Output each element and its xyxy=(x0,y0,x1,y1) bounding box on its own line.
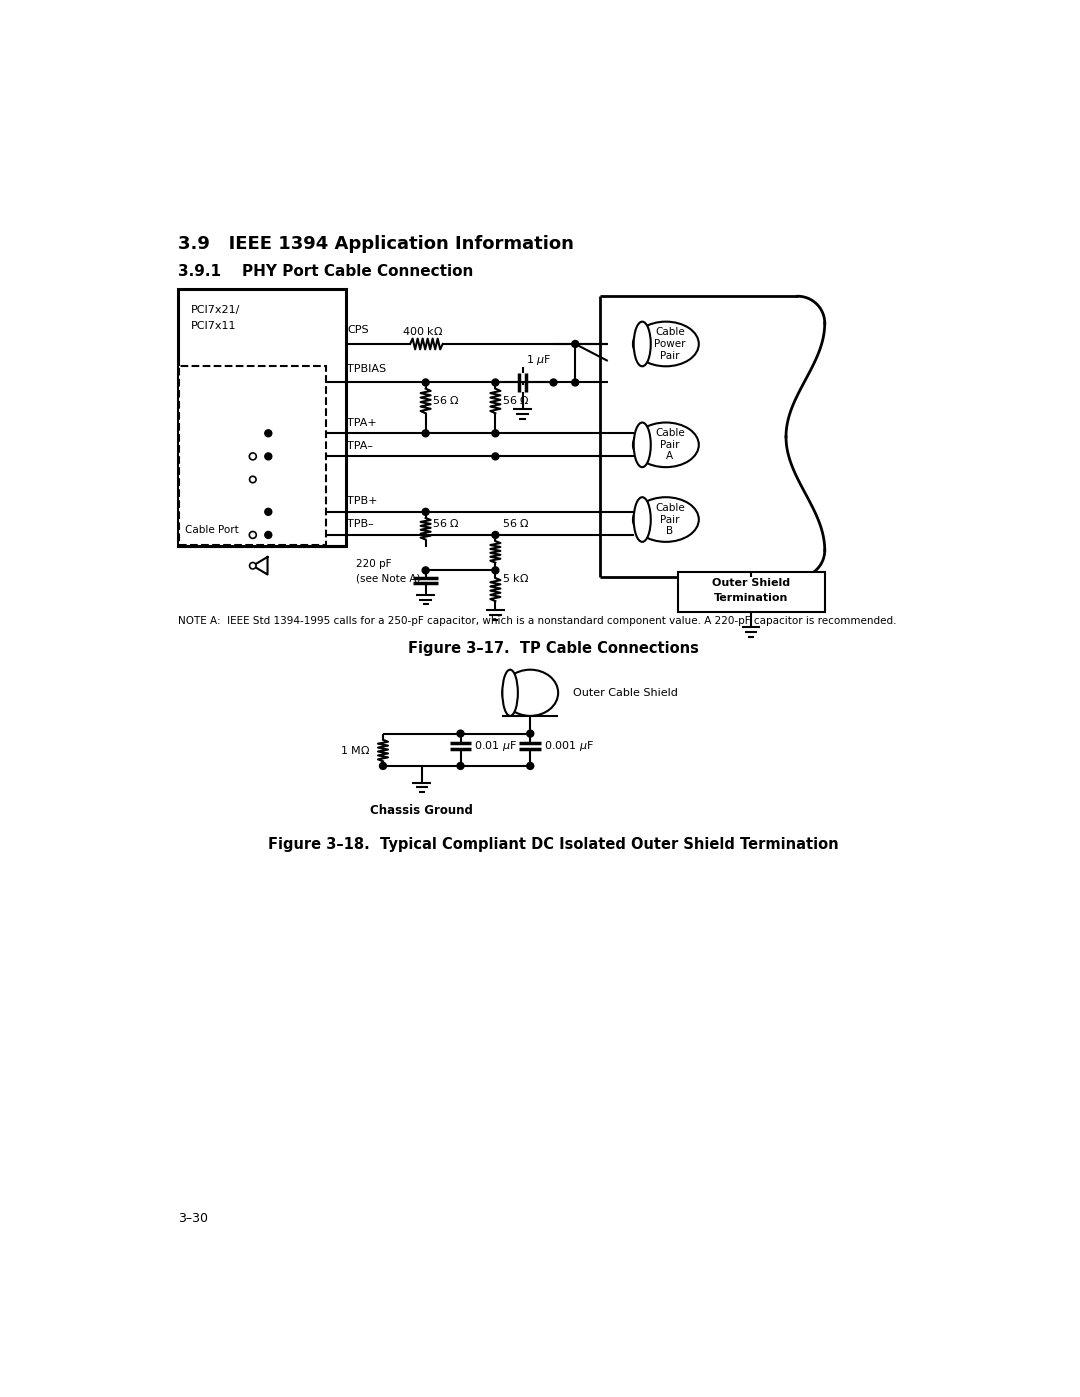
Circle shape xyxy=(265,430,272,437)
Bar xyxy=(677,571,825,612)
Text: Cable
Pair
A: Cable Pair A xyxy=(654,429,685,461)
Text: 3.9   IEEE 1394 Application Information: 3.9 IEEE 1394 Application Information xyxy=(177,235,573,253)
Circle shape xyxy=(422,379,429,386)
Ellipse shape xyxy=(633,321,699,366)
Circle shape xyxy=(491,453,499,460)
Text: Cable
Power
Pair: Cable Power Pair xyxy=(654,327,686,360)
Text: 56 $\Omega$: 56 $\Omega$ xyxy=(432,517,459,529)
Ellipse shape xyxy=(634,321,651,366)
Text: TPB–: TPB– xyxy=(348,520,374,529)
Ellipse shape xyxy=(634,422,651,467)
Circle shape xyxy=(457,731,464,738)
Text: 220 pF: 220 pF xyxy=(356,559,391,569)
Text: 3.9.1    PHY Port Cable Connection: 3.9.1 PHY Port Cable Connection xyxy=(177,264,473,279)
Circle shape xyxy=(265,531,272,538)
Text: Cable
Pair
B: Cable Pair B xyxy=(654,503,685,536)
Text: 0.001 $\mu$F: 0.001 $\mu$F xyxy=(544,739,594,753)
Text: Figure 3–18.  Typical Compliant DC Isolated Outer Shield Termination: Figure 3–18. Typical Compliant DC Isolat… xyxy=(268,837,839,852)
Circle shape xyxy=(422,509,429,515)
Ellipse shape xyxy=(634,497,651,542)
Circle shape xyxy=(249,563,256,569)
Text: CPS: CPS xyxy=(348,326,369,335)
Text: 0.01 $\mu$F: 0.01 $\mu$F xyxy=(474,739,517,753)
Text: 1 M$\Omega$: 1 M$\Omega$ xyxy=(340,743,370,756)
Circle shape xyxy=(491,567,499,574)
Text: Cable Port: Cable Port xyxy=(186,525,239,535)
Text: TPB+: TPB+ xyxy=(348,496,378,506)
Text: 400 k$\Omega$: 400 k$\Omega$ xyxy=(402,324,443,337)
Circle shape xyxy=(527,763,534,770)
Circle shape xyxy=(491,379,499,386)
Bar xyxy=(177,289,346,546)
Bar xyxy=(179,366,326,545)
Text: 56 $\Omega$: 56 $\Omega$ xyxy=(432,394,459,407)
Text: 1 $\mu$F: 1 $\mu$F xyxy=(526,353,552,367)
Text: Outer Cable Shield: Outer Cable Shield xyxy=(572,687,678,697)
Ellipse shape xyxy=(502,669,558,715)
Circle shape xyxy=(491,430,499,437)
Circle shape xyxy=(249,453,256,460)
Text: (see Note A): (see Note A) xyxy=(356,574,420,584)
Text: 3–30: 3–30 xyxy=(177,1211,207,1225)
Text: Figure 3–17.  TP Cable Connections: Figure 3–17. TP Cable Connections xyxy=(408,641,699,657)
Circle shape xyxy=(571,341,579,348)
Text: Termination: Termination xyxy=(714,594,788,604)
Ellipse shape xyxy=(502,669,517,715)
Circle shape xyxy=(249,476,256,483)
Circle shape xyxy=(457,763,464,770)
Text: 56 $\Omega$: 56 $\Omega$ xyxy=(501,394,529,407)
Text: Outer Shield: Outer Shield xyxy=(712,578,791,588)
Circle shape xyxy=(379,763,387,770)
Circle shape xyxy=(571,379,579,386)
Text: TPA–: TPA– xyxy=(348,440,374,451)
Text: 5 k$\Omega$: 5 k$\Omega$ xyxy=(501,571,528,584)
Text: PCI7x11: PCI7x11 xyxy=(191,320,237,331)
Circle shape xyxy=(527,731,534,738)
Text: PCI7x21/: PCI7x21/ xyxy=(191,305,240,316)
Text: NOTE A:  IEEE Std 1394-1995 calls for a 250-pF capacitor, which is a nonstandard: NOTE A: IEEE Std 1394-1995 calls for a 2… xyxy=(177,616,896,626)
Text: TPBIAS: TPBIAS xyxy=(348,365,387,374)
Ellipse shape xyxy=(633,422,699,467)
Circle shape xyxy=(249,531,256,538)
Circle shape xyxy=(265,509,272,515)
Ellipse shape xyxy=(633,497,699,542)
Text: TPA+: TPA+ xyxy=(348,418,377,427)
Text: Chassis Ground: Chassis Ground xyxy=(370,805,473,817)
Text: 56 $\Omega$: 56 $\Omega$ xyxy=(501,517,529,529)
Circle shape xyxy=(550,379,557,386)
Circle shape xyxy=(422,430,429,437)
Circle shape xyxy=(491,531,499,538)
Circle shape xyxy=(265,453,272,460)
Circle shape xyxy=(422,567,429,574)
